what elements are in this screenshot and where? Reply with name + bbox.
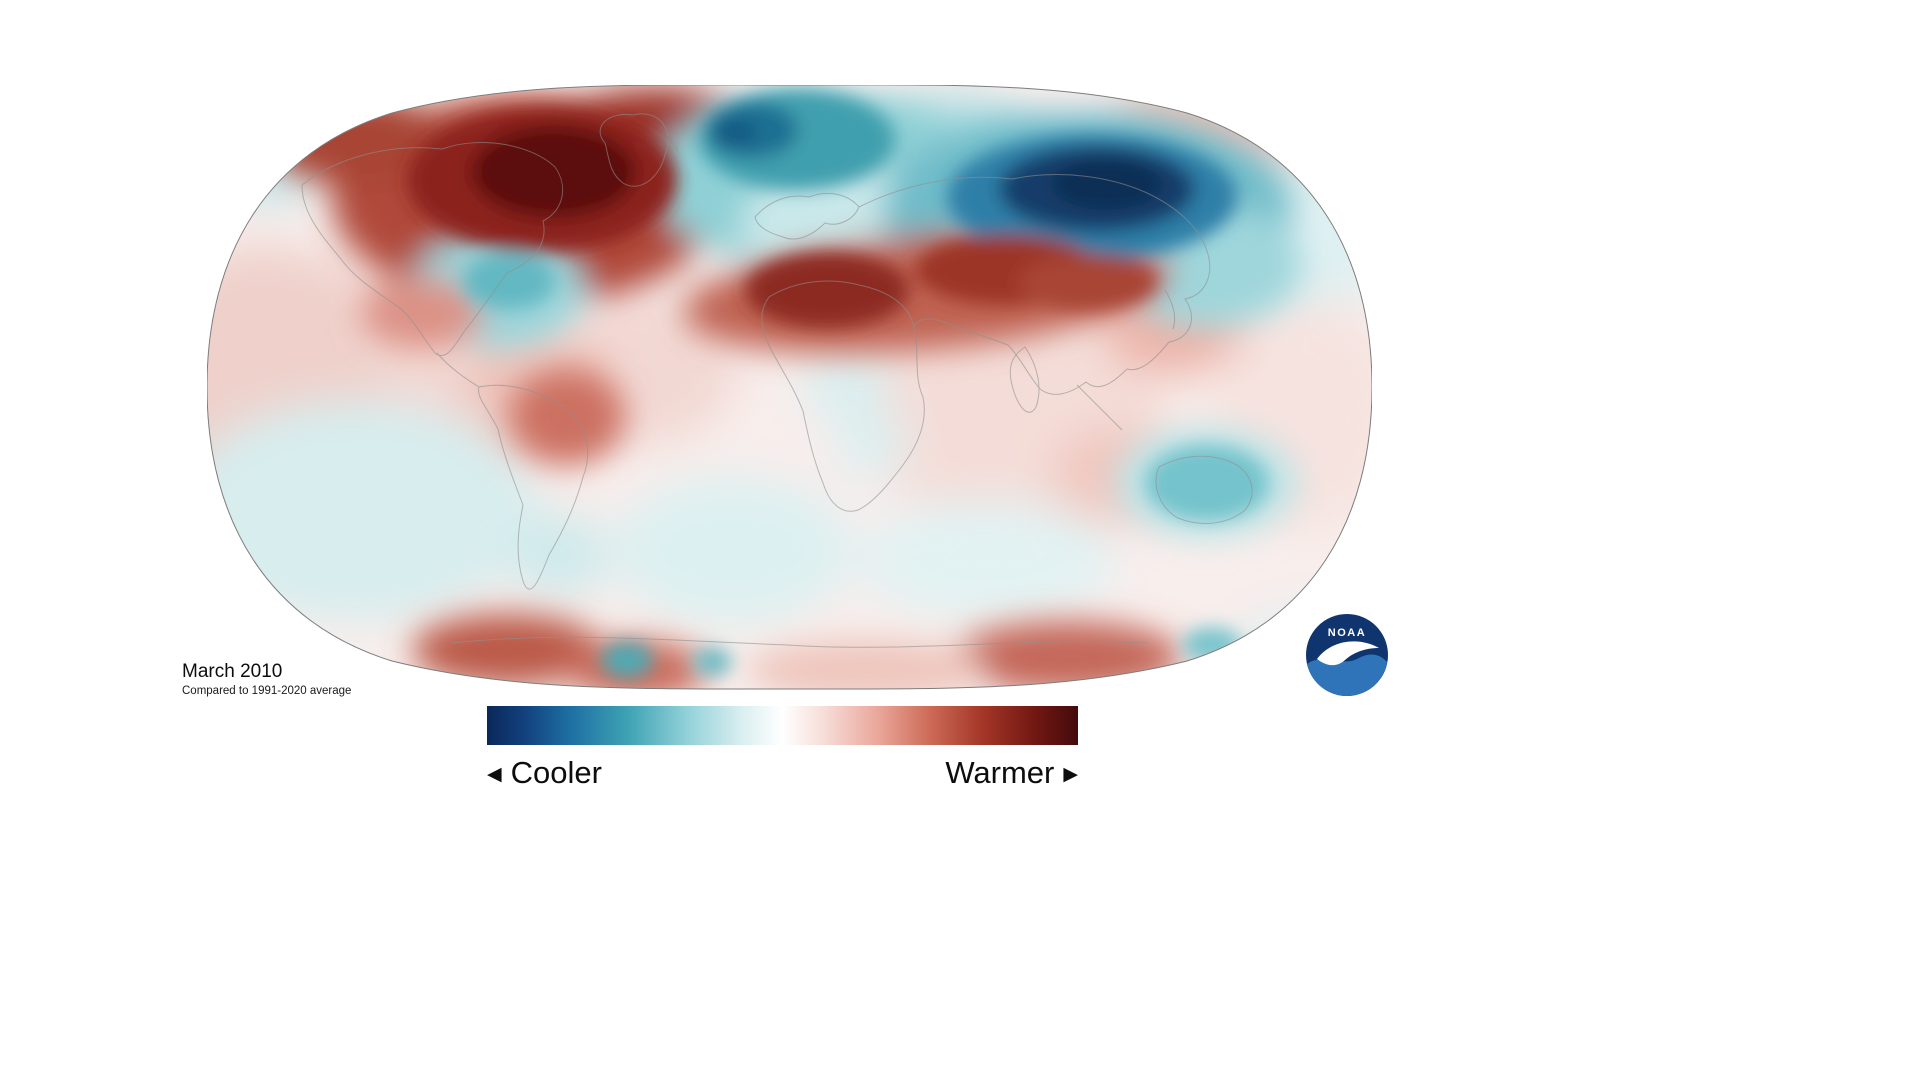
cooler-label: Cooler xyxy=(510,755,602,790)
coastlines xyxy=(301,113,1253,648)
warmer-legend: Warmer ▶ xyxy=(945,755,1078,791)
map-caption: March 2010 Compared to 1991-2020 average xyxy=(182,661,351,699)
world-anomaly-map xyxy=(206,84,1373,691)
noaa-logo-lower-field xyxy=(1307,654,1387,696)
cooler-legend: ◀ Cooler xyxy=(487,755,602,791)
noaa-logo-svg: NOAA xyxy=(1306,614,1388,696)
colorbar xyxy=(487,706,1078,745)
legend-labels: ◀ Cooler Warmer ▶ xyxy=(487,750,1078,796)
noaa-logo-text: NOAA xyxy=(1328,627,1366,639)
anomaly-blobs-cores xyxy=(407,90,1269,678)
noaa-logo: NOAA xyxy=(1304,612,1390,698)
warmer-label: Warmer xyxy=(945,755,1055,790)
noaa-gull-icon xyxy=(1317,641,1379,666)
anomaly-field xyxy=(207,84,1372,690)
caption-title: March 2010 xyxy=(182,661,283,682)
anomaly-blobs-pale xyxy=(207,84,1372,677)
caption-subtitle: Compared to 1991-2020 average xyxy=(182,684,352,697)
cooler-arrow-icon: ◀ xyxy=(487,763,502,785)
warmer-arrow-icon: ▶ xyxy=(1063,763,1078,785)
world-anomaly-map-svg xyxy=(206,84,1373,690)
